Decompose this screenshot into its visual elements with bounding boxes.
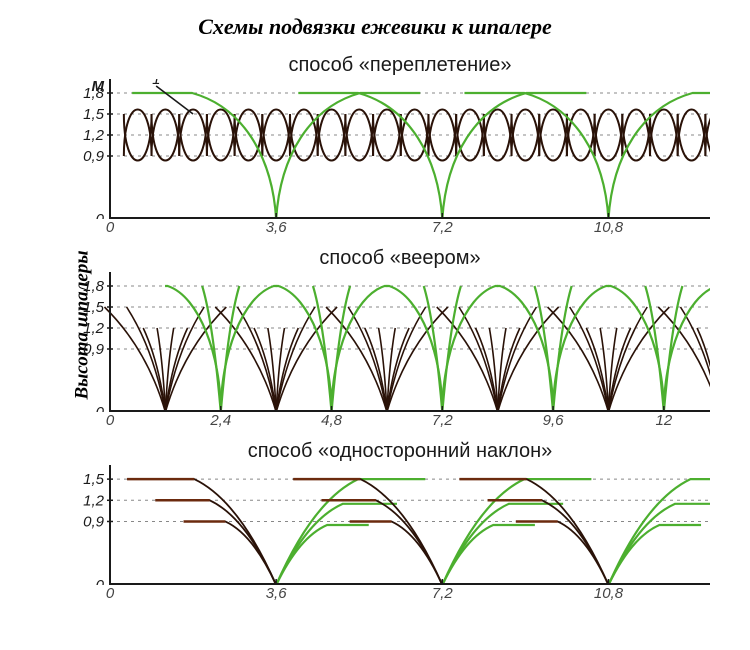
x-tick-label: 0 bbox=[106, 412, 114, 429]
fan-cane-dark bbox=[165, 307, 226, 412]
y-tick-label: 1,5 bbox=[83, 299, 105, 316]
fan-cane-dark bbox=[215, 307, 276, 412]
unit-label: M bbox=[92, 79, 105, 95]
fan-cane-dark bbox=[437, 307, 498, 412]
fan-cane-dark bbox=[680, 307, 710, 412]
lean-cane-dark bbox=[488, 500, 609, 585]
y-tick-label: 1,2 bbox=[83, 320, 105, 337]
fan-cane-dark bbox=[276, 307, 337, 412]
x-tick-label: 7,2 bbox=[432, 585, 453, 602]
lean-cane-green bbox=[442, 504, 563, 585]
x-tick-label: 10,8 bbox=[594, 585, 623, 602]
indicator-label: 1 bbox=[152, 79, 160, 88]
lean-cane-green bbox=[276, 504, 397, 585]
lean-cane-green bbox=[608, 504, 710, 585]
panel-fan: способ «веером» 0 0,9 1,2 1,5 1,8 0 2,4 4,8 7,2… bbox=[70, 247, 730, 432]
panel-interlace: способ «переплетение» 100,91,21,51,8M 03… bbox=[70, 54, 730, 239]
x-tick-label: 3,6 bbox=[266, 219, 287, 236]
lean-cane-dark bbox=[321, 500, 442, 585]
y-tick-label: 0,9 bbox=[83, 513, 105, 530]
x-tick-label: 0 bbox=[106, 585, 114, 602]
fan-cane-dark bbox=[326, 307, 387, 412]
panels-container: способ «переплетение» 1 0 0,9 1,2 1,5 1,8 M 0 3… bbox=[70, 54, 730, 613]
fan-cane-dark bbox=[608, 307, 669, 412]
y-tick-label: 1,2 bbox=[83, 127, 105, 144]
chart-interlace: 100,91,21,51,8M bbox=[70, 79, 710, 219]
main-title: Схемы подвязки ежевики к шпалере bbox=[0, 0, 750, 44]
fan-cane-dark bbox=[104, 307, 165, 412]
chart-lean: 0 0,9 1,2 1,5 bbox=[70, 465, 710, 585]
y-tick-label: 1,2 bbox=[83, 492, 105, 509]
panel-title: способ «веером» bbox=[70, 247, 730, 270]
x-tick-label: 0 bbox=[106, 219, 114, 236]
x-tick-label: 3,6 bbox=[266, 585, 287, 602]
lean-cane-dark bbox=[516, 521, 609, 585]
lean-cane-dark bbox=[127, 479, 276, 585]
x-tick-label: 2,4 bbox=[210, 412, 231, 429]
y-tick-label: 1,8 bbox=[83, 278, 105, 295]
y-tick-label: 0 bbox=[96, 404, 105, 412]
y-tick-label: 1,5 bbox=[83, 471, 105, 488]
fan-cane-dark bbox=[548, 307, 609, 412]
lean-cane-dark bbox=[155, 500, 276, 585]
x-tick-label: 12 bbox=[656, 412, 673, 429]
y-tick-label: 0 bbox=[96, 211, 105, 219]
x-tick-label: 9,6 bbox=[543, 412, 564, 429]
lean-cane-green bbox=[442, 479, 591, 585]
panel-title: способ «односторонний наклон» bbox=[70, 440, 730, 463]
lean-cane-dark bbox=[184, 521, 277, 585]
chart-fan: 0 0,9 1,2 1,5 1,8 bbox=[70, 272, 710, 412]
y-tick-label: 0,9 bbox=[83, 148, 105, 165]
fan-cane-dark bbox=[498, 307, 559, 412]
panel-title: способ «переплетение» bbox=[70, 54, 730, 77]
lean-cane-green bbox=[276, 479, 425, 585]
lean-cane-green bbox=[608, 479, 710, 585]
x-tick-label: 7,2 bbox=[432, 219, 453, 236]
x-tick-label: 10,8 bbox=[594, 219, 623, 236]
lean-cane-dark bbox=[350, 521, 443, 585]
x-tick-label: 4,8 bbox=[321, 412, 342, 429]
y-tick-label: 0 bbox=[96, 577, 105, 585]
y-tick-label: 0,9 bbox=[83, 341, 105, 358]
y-tick-label: 1,5 bbox=[83, 106, 105, 123]
x-tick-label: 7,2 bbox=[432, 412, 453, 429]
fan-cane-dark bbox=[387, 307, 448, 412]
panel-lean: способ «односторонний наклон» 0 0,9 1,2 1,5… bbox=[70, 440, 730, 605]
